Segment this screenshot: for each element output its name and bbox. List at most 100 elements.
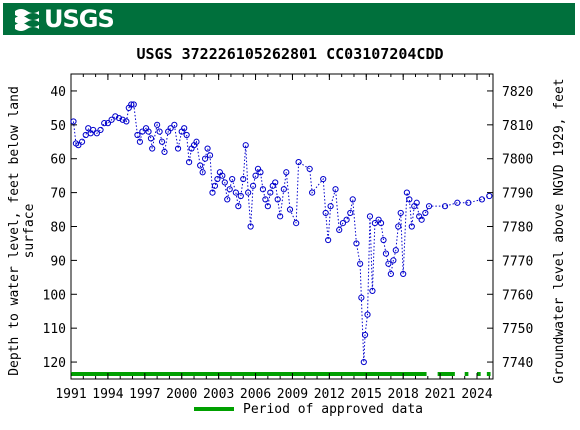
data-point xyxy=(229,175,236,183)
data-point xyxy=(295,159,302,166)
y-tick-label-left: 60 xyxy=(50,153,66,168)
data-point xyxy=(422,209,429,217)
data-point xyxy=(403,189,410,196)
data-point xyxy=(204,145,211,152)
data-point xyxy=(327,203,334,210)
data-point xyxy=(418,216,425,223)
data-point xyxy=(325,236,332,244)
data-point xyxy=(413,199,420,206)
x-tick-label: 2012 xyxy=(314,387,345,402)
data-point xyxy=(283,169,290,176)
data-point xyxy=(209,189,216,196)
y-tick-label-right: 7780 xyxy=(502,221,533,236)
x-tick-label: 1994 xyxy=(92,387,123,402)
data-point xyxy=(277,213,284,220)
y-tick-label-left: 100 xyxy=(43,288,66,303)
y-axis-label-left-line-1: Depth to water level, feet below land xyxy=(7,86,22,376)
data-point xyxy=(339,220,347,227)
data-point xyxy=(219,172,226,179)
data-point xyxy=(112,113,119,120)
y-tick-label-left: 80 xyxy=(50,221,66,236)
data-point xyxy=(262,196,269,203)
y-tick-label-right: 7770 xyxy=(502,254,533,269)
data-point xyxy=(123,118,130,125)
x-tick-label: 2003 xyxy=(203,387,234,402)
data-point xyxy=(425,203,433,210)
data-point xyxy=(320,175,327,183)
data-point xyxy=(104,120,112,127)
data-point xyxy=(357,260,364,267)
data-point xyxy=(70,118,77,125)
chart-title: USGS 372226105262801 CC03107204CDD xyxy=(136,45,443,63)
data-point xyxy=(366,213,374,220)
x-tick-label: 2021 xyxy=(424,387,455,402)
legend: Period of approved data xyxy=(194,402,423,417)
data-point xyxy=(197,162,204,169)
data-point xyxy=(97,126,104,134)
data-point xyxy=(90,126,97,134)
data-point xyxy=(128,101,135,108)
y-tick-label-left: 90 xyxy=(50,254,66,269)
data-point xyxy=(249,182,257,189)
data-point xyxy=(206,152,214,159)
data-point xyxy=(183,131,190,139)
data-point xyxy=(237,192,244,200)
data-point xyxy=(465,199,472,206)
y-axis-label-right: Groundwater level above NGVD 1929, feet xyxy=(552,78,567,383)
usgs-wordmark: USGS xyxy=(44,5,115,33)
data-point xyxy=(171,121,178,128)
data-point xyxy=(400,270,407,278)
data-point xyxy=(364,311,371,318)
data-point xyxy=(134,131,141,139)
data-point xyxy=(85,125,92,132)
data-point xyxy=(380,236,387,244)
data-point xyxy=(158,138,166,145)
usgs-logo[interactable]: USGS xyxy=(13,5,115,33)
data-point xyxy=(395,223,402,230)
data-point xyxy=(145,128,152,135)
data-point xyxy=(382,250,390,257)
x-tick-label: 2018 xyxy=(388,387,419,402)
data-point xyxy=(332,186,339,193)
data-point xyxy=(408,223,415,230)
data-point xyxy=(387,270,394,278)
x-tick-label: 1997 xyxy=(129,387,160,402)
data-point xyxy=(161,148,168,156)
data-point xyxy=(486,192,493,200)
data-point xyxy=(347,209,354,217)
data-point xyxy=(293,220,300,227)
data-point xyxy=(149,145,156,152)
data-point xyxy=(252,172,259,179)
data-point xyxy=(214,175,221,183)
data-point xyxy=(193,138,200,145)
y-tick-label-left: 50 xyxy=(50,119,66,134)
data-point xyxy=(202,155,209,162)
data-point xyxy=(224,196,231,203)
x-tick-label: 2009 xyxy=(277,387,308,402)
data-point xyxy=(353,240,360,247)
data-point xyxy=(385,260,392,267)
data-point xyxy=(247,223,254,230)
y-axis-label-left-line-2: surface xyxy=(22,203,37,258)
data-point xyxy=(156,128,163,135)
data-point xyxy=(167,125,174,132)
data-point xyxy=(272,179,279,186)
data-point xyxy=(361,331,369,339)
y-tick-label-right: 7820 xyxy=(502,85,533,100)
data-point xyxy=(108,116,115,123)
data-point xyxy=(75,142,82,149)
data-point xyxy=(406,196,413,203)
data-point xyxy=(115,114,123,122)
data-point xyxy=(369,287,376,294)
data-point xyxy=(147,135,155,142)
y-tick-label-left: 70 xyxy=(50,187,66,202)
data-point xyxy=(257,169,264,176)
y-tick-label-right: 7740 xyxy=(502,356,533,371)
data-point xyxy=(264,203,271,210)
data-point xyxy=(478,196,486,203)
data-point xyxy=(93,130,100,137)
data-point xyxy=(240,175,247,183)
data-point xyxy=(336,226,343,233)
y-tick-label-right: 7760 xyxy=(502,288,533,303)
data-point xyxy=(136,138,143,145)
